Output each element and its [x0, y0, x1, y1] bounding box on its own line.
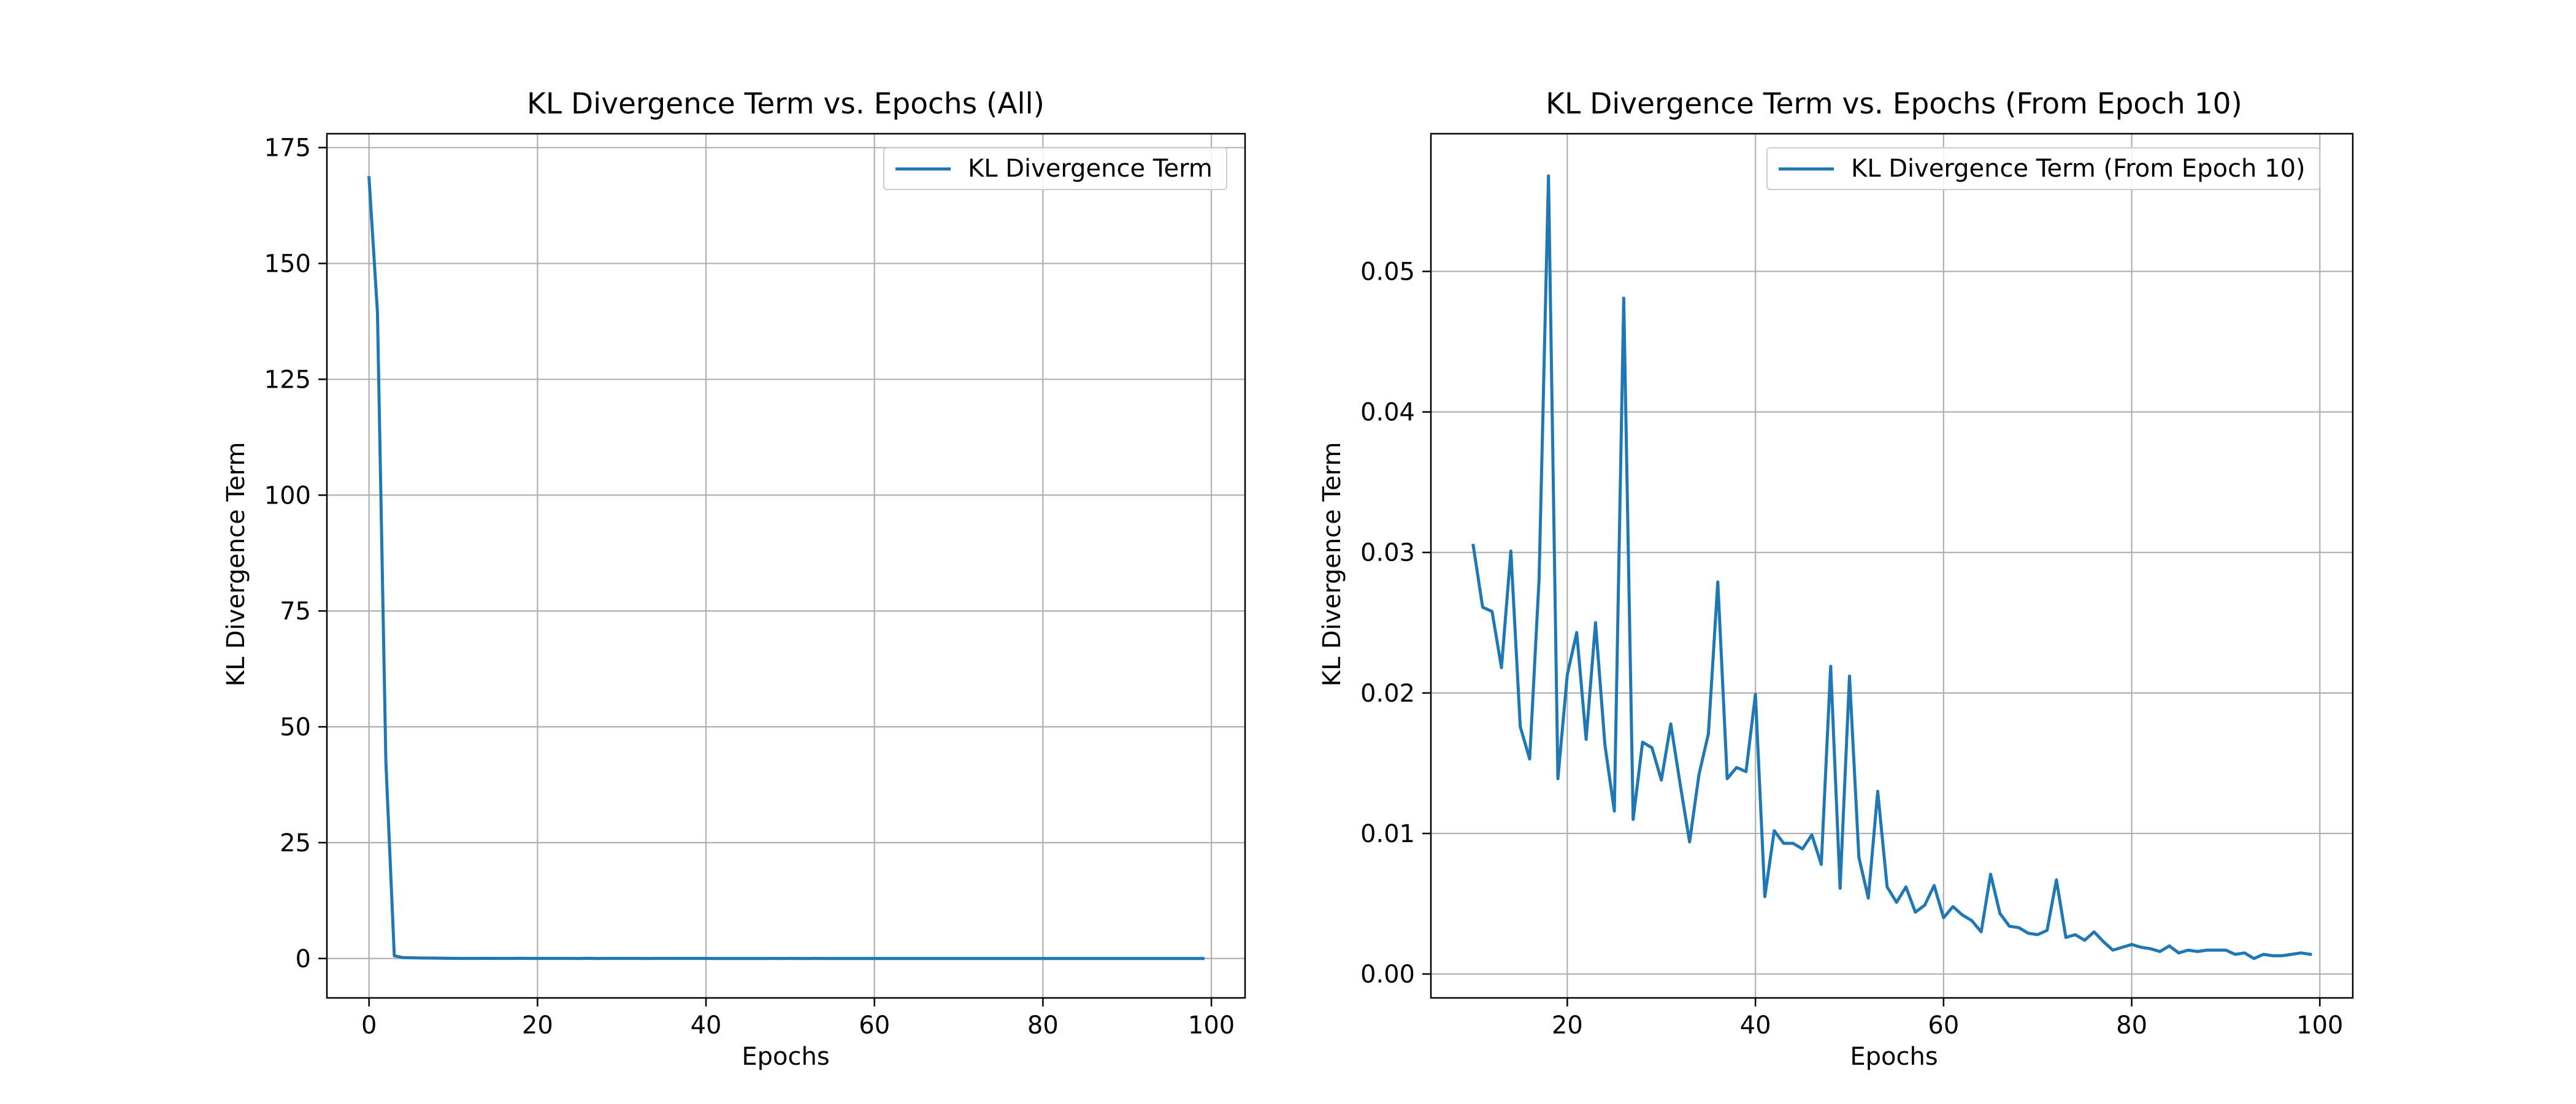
x-tick-label: 60	[859, 1011, 890, 1040]
y-tick-label: 0.00	[1360, 960, 1415, 989]
x-tick-label: 20	[1552, 1011, 1583, 1040]
y-tick-label: 125	[264, 366, 311, 394]
y-tick-label: 0.04	[1360, 399, 1415, 427]
y-tick-label: 175	[264, 134, 311, 163]
legend: KL Divergence Term (From Epoch 10)	[1766, 147, 2320, 190]
y-axis-label: KL Divergence Term	[1318, 442, 1346, 687]
y-tick-label: 150	[264, 250, 311, 278]
y-tick-label: 75	[280, 597, 311, 626]
x-tick-label: 80	[2116, 1011, 2147, 1040]
series-line	[367, 176, 1205, 960]
x-axis-label: Epochs	[742, 1043, 830, 1071]
legend: KL Divergence Term	[883, 147, 1227, 190]
series-line	[1471, 174, 2312, 960]
y-tick-label: 100	[264, 481, 311, 510]
legend-label: KL Divergence Term	[968, 155, 1213, 183]
axes-frame	[1430, 132, 2354, 999]
x-axis-label: Epochs	[1850, 1043, 1938, 1071]
y-tick-label: 50	[280, 713, 311, 742]
x-tick-label: 100	[2296, 1011, 2343, 1040]
axes-frame	[326, 132, 1246, 999]
legend-line-swatch	[895, 167, 951, 171]
x-tick-label: 20	[522, 1011, 553, 1040]
y-tick-label: 25	[280, 829, 311, 857]
y-tick-label: 0.03	[1360, 539, 1415, 567]
x-tick-label: 80	[1027, 1011, 1059, 1040]
x-tick-label: 100	[1188, 1011, 1235, 1040]
y-tick-label: 0.01	[1360, 820, 1415, 848]
x-tick-label: 40	[1740, 1011, 1771, 1040]
legend-label: KL Divergence Term (From Epoch 10)	[1851, 155, 2306, 183]
x-tick-label: 60	[1928, 1011, 1959, 1040]
y-tick-label: 0.05	[1360, 258, 1415, 286]
legend-line-swatch	[1779, 167, 1834, 171]
x-tick-label: 0	[361, 1011, 377, 1040]
y-tick-label: 0.02	[1360, 680, 1415, 708]
y-tick-label: 0	[296, 945, 311, 973]
plot-title: KL Divergence Term vs. Epochs (All)	[527, 87, 1045, 121]
plot-title: KL Divergence Term vs. Epochs (From Epoc…	[1546, 87, 2242, 121]
x-tick-label: 40	[691, 1011, 722, 1040]
